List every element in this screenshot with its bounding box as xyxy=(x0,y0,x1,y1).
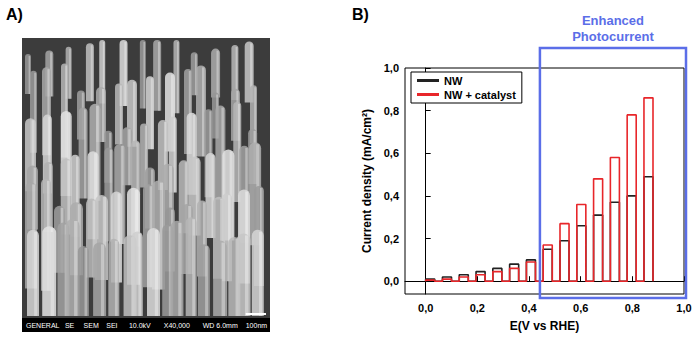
svg-text:Enhanced: Enhanced xyxy=(582,13,644,28)
svg-text:1,0: 1,0 xyxy=(676,302,691,314)
svg-text:0,0: 0,0 xyxy=(418,302,433,314)
svg-text:WD 6.0mm: WD 6.0mm xyxy=(203,322,238,329)
svg-text:Current density (mA/cm²): Current density (mA/cm²) xyxy=(360,109,374,253)
svg-text:0,8: 0,8 xyxy=(384,105,399,117)
svg-text:B): B) xyxy=(352,6,369,23)
svg-text:A): A) xyxy=(6,6,23,23)
svg-text:X40,000: X40,000 xyxy=(164,322,190,329)
svg-text:SEM: SEM xyxy=(84,322,99,329)
svg-text:0,4: 0,4 xyxy=(384,190,400,202)
svg-text:10.0kV: 10.0kV xyxy=(129,322,151,329)
svg-text:0,2: 0,2 xyxy=(384,233,399,245)
svg-text:0,2: 0,2 xyxy=(470,302,485,314)
svg-text:0,0: 0,0 xyxy=(384,275,399,287)
svg-text:Photocurrent: Photocurrent xyxy=(572,29,654,44)
svg-text:SEI: SEI xyxy=(106,322,117,329)
svg-text:0,6: 0,6 xyxy=(573,302,588,314)
svg-text:0,6: 0,6 xyxy=(384,147,399,159)
svg-text:E(V vs RHE): E(V vs RHE) xyxy=(510,319,579,333)
svg-text:NW: NW xyxy=(444,75,463,87)
svg-text:GENERAL: GENERAL xyxy=(26,322,60,329)
svg-text:SE: SE xyxy=(65,322,75,329)
svg-text:NW + catalyst: NW + catalyst xyxy=(444,89,516,101)
svg-text:1,0: 1,0 xyxy=(384,62,399,74)
svg-text:0,4: 0,4 xyxy=(521,302,537,314)
svg-text:100nm: 100nm xyxy=(246,322,268,329)
svg-text:0,8: 0,8 xyxy=(625,302,640,314)
